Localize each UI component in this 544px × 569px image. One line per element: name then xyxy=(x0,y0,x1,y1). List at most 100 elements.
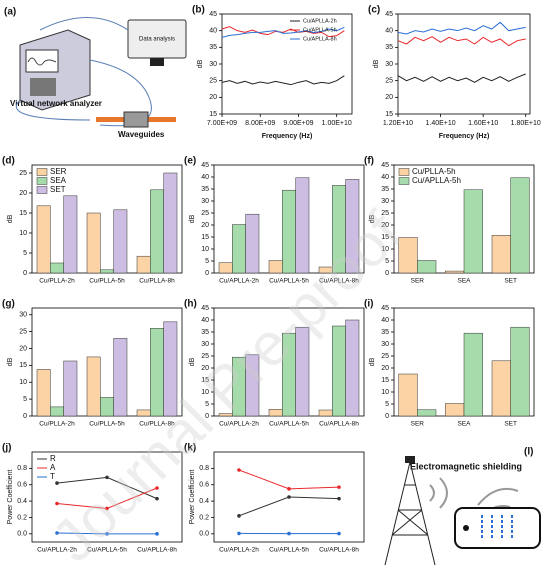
bar xyxy=(417,409,437,417)
y-tick-label: 10 xyxy=(19,230,27,237)
line xyxy=(397,36,526,47)
y-tick-label: 45 xyxy=(385,11,393,18)
bar xyxy=(417,260,437,274)
plot-frame xyxy=(213,451,365,543)
y-tick-label: 20 xyxy=(385,94,393,101)
x-axis-label: Frequency (Hz) xyxy=(439,133,490,140)
bar xyxy=(50,262,64,274)
bar xyxy=(113,338,128,417)
schematic-a: (a) Data analysis Virtual network analyz… xyxy=(4,7,187,139)
y-tick-label: 25 xyxy=(201,353,209,360)
x-tick-label: Cu/APLLA-2h xyxy=(219,547,259,554)
bar xyxy=(218,262,233,274)
x-tick-label: Cu/PLLA-8h xyxy=(139,421,175,428)
y-tick-label: 0.6 xyxy=(17,482,27,489)
y-tick-label: 30 xyxy=(381,198,389,205)
y-tick-label: 0.2 xyxy=(199,514,209,521)
x-tick-label: Cu/APLLA-5h xyxy=(87,547,127,554)
x-tick-label: 1.00E+10 xyxy=(322,120,352,127)
x-tick-label: SER xyxy=(411,421,425,428)
bar xyxy=(86,212,101,274)
y-axis-label: dB xyxy=(369,214,376,223)
line xyxy=(221,26,345,38)
y-axis-label: dB xyxy=(189,357,196,366)
y-tick-label: 35 xyxy=(381,186,389,193)
marker xyxy=(105,532,109,536)
legend-swatch xyxy=(398,168,410,176)
legend-label: Cu/APLLA-5h xyxy=(412,176,461,185)
x-tick-label: Cu/APLLA-2h xyxy=(37,547,77,554)
y-tick-label: 30 xyxy=(209,61,217,68)
legend-label: SER xyxy=(50,167,67,176)
y-tick-label: 45 xyxy=(209,11,217,18)
marker xyxy=(287,487,291,491)
x-tick-label: 1.60E+10 xyxy=(468,120,498,127)
legend-swatch xyxy=(398,177,410,185)
x-tick-label: SER xyxy=(411,278,425,285)
x-tick-label: Cu/PLLA-2h xyxy=(39,278,75,285)
line xyxy=(221,26,345,38)
marker xyxy=(105,506,109,511)
legend-swatch xyxy=(36,168,48,176)
line xyxy=(238,469,340,490)
panel-label: (f) xyxy=(364,156,374,167)
y-tick-label: 0.6 xyxy=(199,482,209,489)
x-tick-label: Cu/APLLA-8h xyxy=(137,547,177,554)
y-tick-label: 20 xyxy=(201,222,209,229)
legend-swatch xyxy=(36,177,48,185)
bar xyxy=(345,179,360,274)
bar xyxy=(113,209,128,274)
marker xyxy=(287,531,291,536)
bar xyxy=(463,332,483,417)
bar xyxy=(245,213,260,274)
line xyxy=(238,496,340,517)
x-axis-label: Frequency (Hz) xyxy=(262,133,313,140)
legend-label: SET xyxy=(50,185,66,194)
analyzer-label: Virtual network analyzer xyxy=(10,99,102,108)
panel-label: (h) xyxy=(184,299,197,310)
bar xyxy=(295,177,310,274)
legend-label: SEA xyxy=(50,176,67,185)
bar xyxy=(163,321,178,417)
signal-bars xyxy=(481,515,513,540)
bar xyxy=(445,270,465,274)
y-tick-label: 35 xyxy=(201,186,209,193)
schematic-l: (l) Electromagnetic shielding xyxy=(384,447,541,566)
y-tick-label: 0.8 xyxy=(199,465,209,472)
y-tick-label: 30 xyxy=(201,341,209,348)
y-axis-label: dB xyxy=(189,214,196,223)
y-tick-label: 25 xyxy=(19,328,27,335)
y-tick-label: 25 xyxy=(209,78,217,85)
y-tick-label: 35 xyxy=(385,44,393,51)
bar xyxy=(150,328,164,417)
legend-label: T xyxy=(50,472,55,481)
y-tick-label: 5 xyxy=(23,396,27,403)
marker xyxy=(155,486,159,490)
x-tick-label: 9.00E+09 xyxy=(283,120,313,127)
y-tick-label: 0 xyxy=(23,270,27,277)
sample-holder xyxy=(123,111,149,128)
panel-label: (c) xyxy=(368,5,380,16)
x-tick-label: Cu/APLLA-5h xyxy=(269,547,309,554)
marker xyxy=(337,496,341,501)
line xyxy=(221,75,345,86)
y-tick-label: 40 xyxy=(201,317,209,324)
keypad xyxy=(30,78,56,96)
y-tick-label: 45 xyxy=(381,162,389,169)
legend-swatch xyxy=(36,186,48,194)
y-tick-label: 0 xyxy=(385,413,389,420)
y-tick-label: 0.4 xyxy=(17,498,27,505)
waveform xyxy=(27,57,57,66)
y-tick-label: 10 xyxy=(381,389,389,396)
bar xyxy=(86,356,101,417)
y-tick-label: 10 xyxy=(201,246,209,253)
y-tick-label: 25 xyxy=(381,210,389,217)
y-tick-label: 10 xyxy=(201,389,209,396)
y-tick-label: 0.4 xyxy=(199,498,209,505)
x-tick-label: SEA xyxy=(457,278,471,285)
panel-label: (g) xyxy=(2,299,15,310)
bar xyxy=(345,319,360,417)
bar xyxy=(510,326,530,417)
y-tick-label: 20 xyxy=(209,94,217,101)
x-tick-label: Cu/PLLA-5h xyxy=(89,278,125,285)
